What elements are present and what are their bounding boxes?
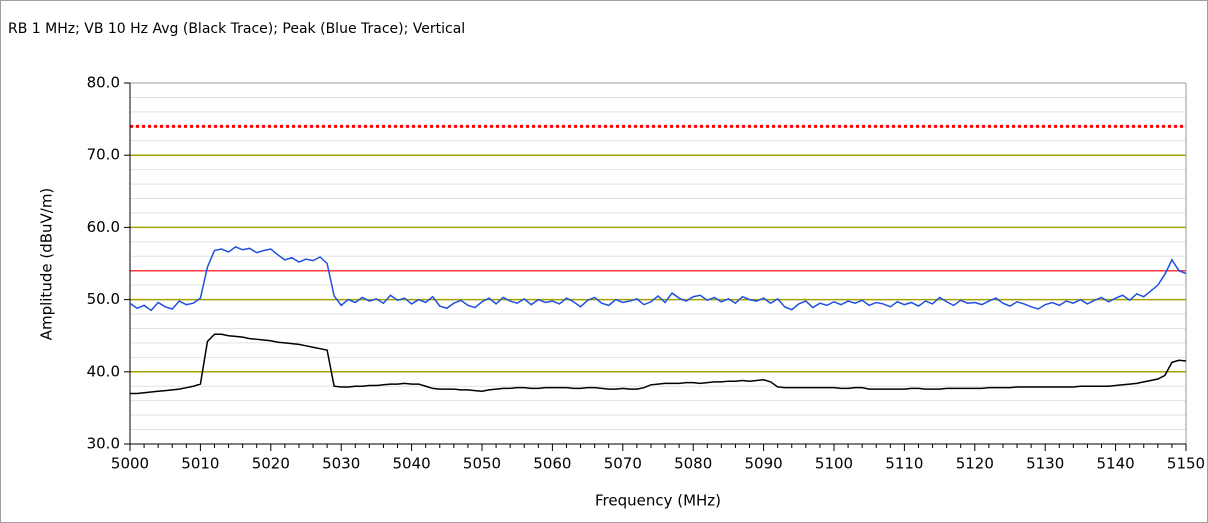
y-tick-label: 70.0 xyxy=(87,146,120,164)
y-tick-label: 60.0 xyxy=(87,218,120,236)
y-axis-label: Amplitude (dBuV/m) xyxy=(38,188,56,341)
y-tick-label: 40.0 xyxy=(87,362,120,380)
y-tick-label: 50.0 xyxy=(87,290,120,308)
x-tick-label: 5140 xyxy=(1097,455,1135,473)
trace xyxy=(129,246,1187,312)
x-tick-label: 5080 xyxy=(674,455,712,473)
x-tick-label: 5000 xyxy=(111,455,149,473)
x-tick-label: 5120 xyxy=(956,455,994,473)
y-tick-label: 80.0 xyxy=(87,74,120,92)
x-tick-label: 5110 xyxy=(885,455,923,473)
x-tick-label: 5040 xyxy=(393,455,431,473)
x-tick-label: 5070 xyxy=(604,455,642,473)
x-tick-label: 5100 xyxy=(815,455,853,473)
x-tick-label: 5130 xyxy=(1026,455,1064,473)
chart-title: RB 1 MHz; VB 10 Hz Avg (Black Trace); Pe… xyxy=(8,21,465,37)
x-tick-label: 5010 xyxy=(181,455,219,473)
x-tick-label: 5090 xyxy=(745,455,783,473)
x-tick-label: 5150 xyxy=(1167,455,1205,473)
x-tick-label: 5050 xyxy=(463,455,501,473)
x-tick-label: 5030 xyxy=(322,455,360,473)
x-tick-label: 5020 xyxy=(252,455,290,473)
x-axis-label: Frequency (MHz) xyxy=(595,492,721,510)
x-tick-label: 5060 xyxy=(533,455,571,473)
y-tick-label: 30.0 xyxy=(87,435,120,453)
trace xyxy=(130,333,1187,395)
